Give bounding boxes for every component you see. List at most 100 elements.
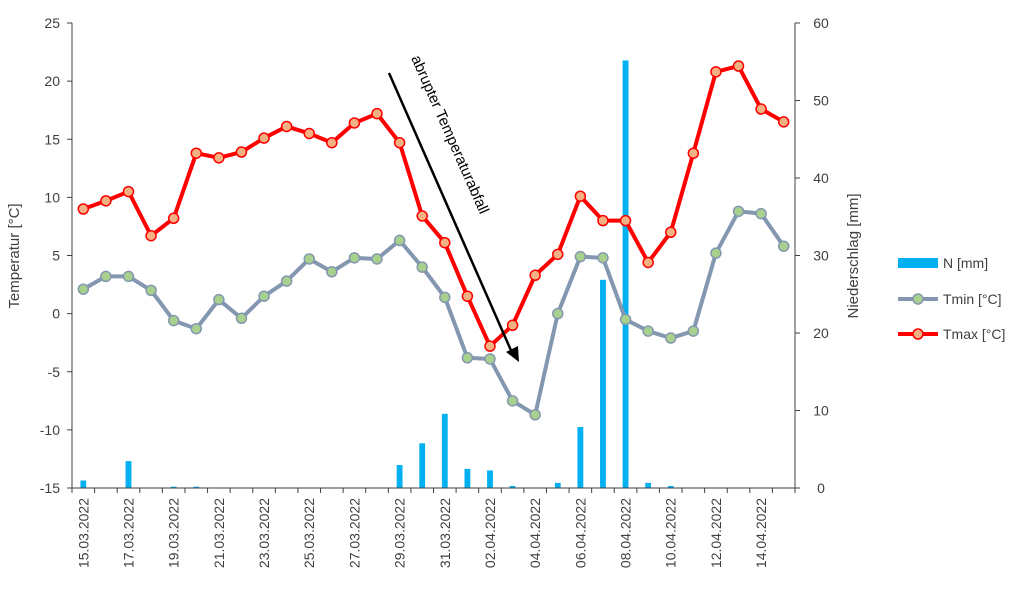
left-axis-title: Temperatur [°C]	[6, 203, 23, 308]
tmin-point	[597, 252, 609, 264]
tmin-point	[167, 314, 180, 327]
tmax-point	[167, 212, 180, 225]
tmax-point	[484, 340, 496, 352]
tmax-point	[506, 319, 519, 331]
bar-precipitation	[396, 464, 404, 489]
right-tick-label: 50	[813, 93, 829, 109]
tmax-point	[190, 147, 203, 159]
tmax-point	[100, 195, 112, 207]
tmax-point	[710, 66, 722, 78]
bar-precipitation	[644, 482, 652, 489]
x-tick-label: 27.03.2022	[346, 498, 362, 568]
x-tick-label: 06.04.2022	[572, 498, 588, 568]
tmin-point	[190, 322, 203, 335]
tmin-point	[77, 283, 90, 295]
tmax-point	[280, 120, 293, 133]
tmax-point	[529, 269, 541, 282]
x-tick-label: 23.03.2022	[256, 498, 272, 568]
tmin-point	[122, 270, 135, 283]
x-tick-label: 08.04.2022	[618, 498, 634, 568]
bar-precipitation	[599, 279, 607, 489]
tmin-point	[574, 250, 587, 263]
tmin-point	[303, 253, 315, 265]
tmin-point	[348, 252, 361, 264]
right-tick-label: 60	[813, 15, 829, 31]
tmax-point	[755, 103, 767, 115]
bar-precipitation	[554, 482, 562, 489]
tmax-point	[371, 107, 383, 120]
tmax-point	[213, 152, 225, 164]
legend-label-tmax: Tmax [°C]	[943, 326, 1005, 342]
annotation-arrow-line	[387, 72, 515, 356]
annotation-group: abrupter Temperaturabfall	[387, 53, 519, 362]
annotation-arrow-head	[506, 346, 519, 362]
tmin-point	[484, 353, 496, 365]
tmin-point	[371, 253, 383, 265]
tmax-point	[664, 226, 677, 238]
legend-marker-tmin	[912, 293, 924, 305]
right-tick-label: 30	[813, 248, 829, 264]
tmax-point	[393, 136, 406, 149]
bar-precipitation	[441, 413, 449, 489]
right-tick-label: 20	[813, 325, 829, 341]
x-tick-label: 10.04.2022	[663, 498, 679, 568]
tmin-point	[258, 290, 270, 302]
tmax-point	[303, 127, 315, 140]
left-tick-label: -5	[48, 364, 61, 380]
axes: -15 -10 -5 0 5 10 15 20 25 0 10 20 30 40 50 60 15.03.202…	[40, 15, 829, 568]
tmax-point	[777, 116, 790, 128]
tmax-point	[552, 248, 564, 261]
tmin-point	[755, 207, 767, 220]
left-tick-label: 0	[52, 306, 60, 322]
tmin-point	[777, 240, 790, 252]
tmin-point	[687, 325, 700, 337]
tmin-point	[529, 409, 541, 421]
right-tick-label: 0	[817, 480, 825, 496]
tmin-point	[664, 332, 677, 344]
tmax-point	[597, 214, 609, 227]
tmin-point	[461, 352, 474, 364]
x-tick-label: 12.04.2022	[708, 498, 724, 568]
legend-label-tmin: Tmin [°C]	[943, 291, 1002, 307]
tmax-point	[326, 136, 338, 149]
tmax-point	[77, 203, 90, 215]
tmin-point	[213, 293, 225, 306]
right-axis-title: Niederschlag [mm]	[845, 193, 862, 318]
legend-swatch-precipitation	[898, 258, 938, 268]
legend-item-tmin: Tmin [°C]	[898, 291, 1002, 307]
tmax-point	[416, 210, 428, 222]
legend-label-precipitation: N [mm]	[943, 255, 988, 271]
legend-item-tmax: Tmax [°C]	[898, 326, 1005, 342]
tmin-point	[416, 261, 428, 273]
left-tick-label: 5	[52, 248, 60, 264]
tmax-point	[461, 290, 474, 302]
x-tick-label: 02.04.2022	[482, 498, 498, 568]
right-tick-label: 40	[813, 170, 829, 186]
tmin-point	[393, 234, 406, 247]
tmax-point	[145, 229, 157, 242]
left-tick-label: -10	[40, 422, 60, 438]
tmax-point	[642, 256, 654, 269]
x-tick-label: 17.03.2022	[120, 498, 136, 568]
tmin-point	[710, 247, 722, 259]
tmax-point	[687, 147, 700, 159]
tmin-point	[439, 291, 451, 304]
temperature-lines	[77, 60, 790, 421]
bar-precipitation	[418, 442, 426, 489]
tmin-point	[326, 266, 338, 278]
x-tick-label: 04.04.2022	[527, 498, 543, 568]
x-tick-label: 14.04.2022	[753, 498, 769, 568]
tmin-point	[732, 205, 745, 218]
tmin-line	[82, 209, 786, 417]
legend-marker-tmax	[912, 328, 924, 340]
precipitation-bars	[79, 59, 675, 489]
bar-precipitation	[576, 426, 584, 489]
tmax-point	[619, 214, 632, 227]
tmax-point	[122, 185, 135, 198]
x-tick-label: 15.03.2022	[75, 498, 91, 568]
bar-precipitation	[622, 59, 629, 489]
legend: N [mm] Tmin [°C] Tmax [°C]	[898, 255, 1005, 342]
right-tick-label: 10	[813, 403, 829, 419]
x-tick-label: 21.03.2022	[211, 498, 227, 568]
